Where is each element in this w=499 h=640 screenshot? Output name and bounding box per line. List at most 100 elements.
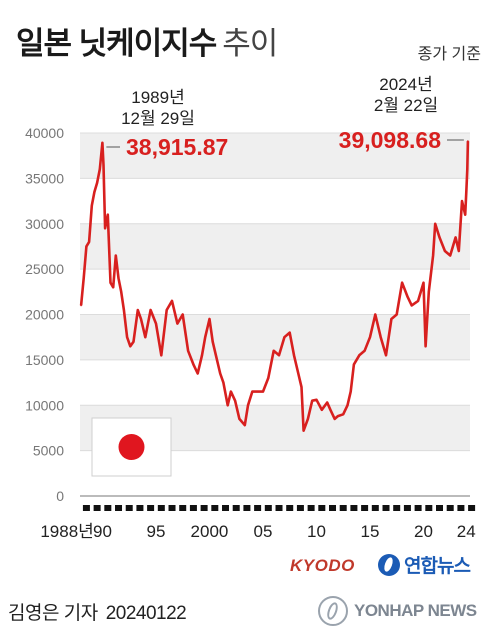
annotation-latest-date-day: 2월 22일 xyxy=(374,96,438,115)
x-tick-mark xyxy=(243,505,251,511)
data-point xyxy=(192,363,195,366)
x-tick-label: 2000 xyxy=(191,522,229,541)
data-point xyxy=(302,429,305,432)
data-point xyxy=(181,313,184,316)
annotation-peak-date-day: 12월 29일 xyxy=(121,109,195,128)
yonhap-watermark-icon xyxy=(318,596,348,626)
data-point xyxy=(187,349,189,352)
x-tick-mark xyxy=(136,505,144,511)
data-point xyxy=(204,336,207,339)
x-tick-mark xyxy=(425,505,433,511)
data-point xyxy=(96,182,99,184)
x-tick-mark xyxy=(200,505,208,511)
x-tick-mark xyxy=(189,505,197,511)
yonhap-kr-text: 연합뉴스 xyxy=(404,556,471,577)
series-line xyxy=(79,141,470,432)
data-point xyxy=(122,309,125,311)
x-tick-mark xyxy=(286,505,294,511)
data-point xyxy=(196,372,199,375)
data-point xyxy=(363,349,366,352)
data-point xyxy=(102,163,105,166)
x-tick-mark xyxy=(329,505,337,511)
data-point xyxy=(98,168,101,171)
data-point xyxy=(208,318,211,320)
data-point xyxy=(238,417,241,420)
x-tick-label: 10 xyxy=(307,522,326,541)
x-tick-mark xyxy=(339,505,347,511)
data-point xyxy=(297,372,300,375)
data-point xyxy=(349,390,352,393)
x-tick-mark xyxy=(446,505,454,511)
kyodo-credit: KYODO xyxy=(290,556,355,575)
data-point xyxy=(278,354,280,357)
data-point xyxy=(219,372,222,375)
data-point xyxy=(342,413,345,416)
x-tick-label: 95 xyxy=(147,522,166,541)
data-point xyxy=(243,424,246,427)
x-tick-mark xyxy=(307,505,315,511)
data-point xyxy=(211,340,214,343)
x-tick-label: 90 xyxy=(93,522,112,541)
data-point xyxy=(251,390,254,393)
x-tick-label: 15 xyxy=(360,522,379,541)
data-point xyxy=(401,281,403,284)
annotation-peak-date-year: 1989년 xyxy=(131,88,184,107)
data-point xyxy=(385,354,387,357)
y-tick-label: 15000 xyxy=(25,352,64,368)
data-point xyxy=(288,331,291,334)
grid-band xyxy=(80,133,470,179)
data-point xyxy=(171,299,173,302)
y-tick-label: 40000 xyxy=(25,125,64,141)
data-point xyxy=(201,354,203,357)
data-point xyxy=(390,318,393,320)
data-point xyxy=(326,401,329,404)
data-point xyxy=(353,363,355,366)
data-point xyxy=(346,404,349,407)
x-tick-mark xyxy=(350,505,358,511)
x-tick-mark xyxy=(468,505,476,511)
x-tick-mark xyxy=(361,505,369,511)
data-point xyxy=(417,299,420,302)
x-tick-mark xyxy=(393,505,401,511)
y-tick-label: 5000 xyxy=(33,443,64,459)
data-point xyxy=(104,227,107,230)
yonhap-en-text: YONHAP NEWS xyxy=(354,601,477,620)
data-point xyxy=(293,354,295,357)
x-tick-mark xyxy=(436,505,444,511)
x-tick-mark xyxy=(157,505,165,511)
x-tick-mark xyxy=(147,505,155,511)
y-tick-label: 10000 xyxy=(25,397,64,413)
x-tick-mark xyxy=(318,505,326,511)
y-tick-label: 30000 xyxy=(25,216,64,232)
data-point xyxy=(434,222,437,225)
data-point xyxy=(117,277,120,280)
x-tick-mark xyxy=(82,505,90,511)
data-point xyxy=(329,408,332,411)
data-point xyxy=(424,345,427,348)
data-point xyxy=(283,336,286,339)
annotation-latest-date-year: 2024년 xyxy=(379,75,432,94)
japan-flag-sun xyxy=(118,434,145,460)
reporter-name: 김영은 기자 xyxy=(8,603,98,624)
x-tick-mark xyxy=(93,505,101,511)
data-point xyxy=(112,286,115,289)
data-point xyxy=(454,236,457,239)
title-main: 일본 닛케이지수 xyxy=(16,26,217,61)
x-tick-label: 24 xyxy=(457,522,476,541)
data-point xyxy=(262,390,264,393)
data-point xyxy=(149,309,152,311)
data-point xyxy=(165,309,168,311)
x-tick-mark xyxy=(254,505,262,511)
data-point xyxy=(311,399,314,402)
data-point xyxy=(466,140,469,143)
data-point xyxy=(129,345,132,348)
data-point xyxy=(114,254,117,257)
yonhap-logo-icon xyxy=(378,553,400,576)
data-point xyxy=(336,415,339,418)
x-tick-mark xyxy=(275,505,283,511)
x-tick-mark xyxy=(179,505,187,511)
data-point xyxy=(229,390,232,393)
data-point xyxy=(300,386,303,388)
x-tick-mark xyxy=(232,505,240,511)
data-point xyxy=(272,349,275,352)
